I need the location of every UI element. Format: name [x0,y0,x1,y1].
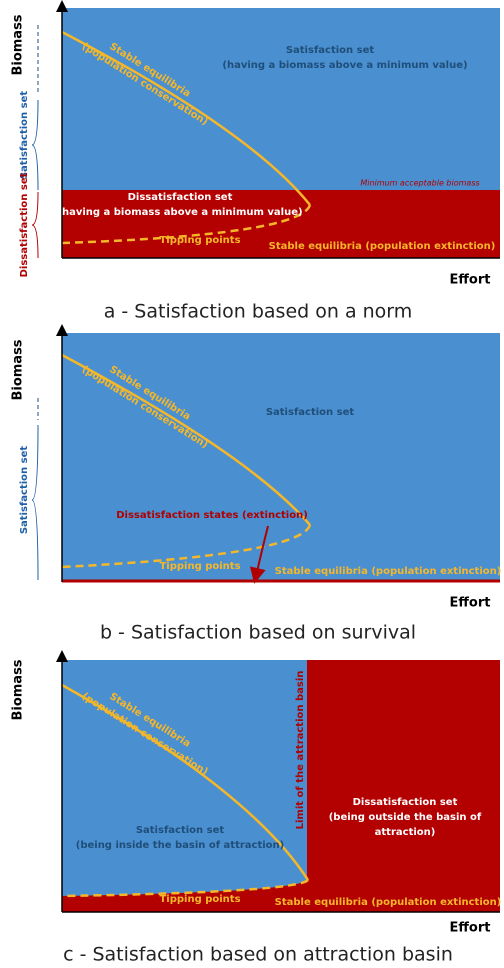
label: Satisfaction set [266,407,355,418]
label: Satisfaction set [286,45,375,56]
side-label: Satisfaction set [19,91,30,180]
label: Dissatisfaction set [353,797,458,808]
label: Tipping points [159,894,240,905]
label: (having a biomass above a minimum value) [222,60,467,71]
stable-curve [61,30,311,206]
label: Dissatisfaction set [128,192,233,203]
caption: b - Satisfaction based on survival [100,622,416,644]
label: Stable equilibria (population extinction… [275,897,502,908]
side-label: Satisfaction set [19,446,30,535]
dissatisfaction-region [62,190,500,258]
caption: c - Satisfaction based on attraction bas… [63,944,453,966]
label: Minimum acceptable biomass [360,179,479,188]
label: (being inside the basin of attraction) [76,840,284,851]
label: Tipping points [159,235,240,246]
label: Stable equilibria (population extinction… [275,566,502,577]
label: Limit of the attraction basin [295,671,306,830]
side-label: Dissatisfaction set [19,172,30,277]
brace [31,191,39,259]
panel-a: Biomass Satisfaction set Dissatisfaction… [11,0,500,323]
y-axis-label: Biomass [11,659,26,720]
stable-curve [61,353,311,526]
x-axis-label: Effort [450,596,491,611]
label: (being outside the basin of [329,812,482,823]
label: Dissatisfaction states (extinction) [116,510,308,521]
tipping-curve [61,878,309,898]
arrow [250,525,269,584]
satisfaction-region [62,333,500,582]
panel-c: Biomass Stable equilibria (population co… [11,650,502,966]
x-axis-label: Effort [450,273,491,288]
label: (having a biomass above a minimum value) [57,207,302,218]
label: Stable equilibria (population extinction… [269,241,496,252]
brace [31,424,39,581]
x-axis-label: Effort [450,921,491,936]
satisfaction-region [62,660,307,896]
stable-curve [61,683,310,881]
tipping-curve [61,204,312,245]
caption: a - Satisfaction based on a norm [104,301,413,323]
tipping-curve [61,524,312,569]
satisfaction-region [62,8,500,190]
label: attraction) [375,827,436,838]
brace [31,99,39,191]
y-axis-label: Biomass [11,339,26,400]
label: Satisfaction set [136,825,225,836]
panel-b: Biomass Satisfaction set Stable equilibr… [11,324,502,644]
label: Tipping points [159,561,240,572]
y-axis-label: Biomass [11,14,26,75]
